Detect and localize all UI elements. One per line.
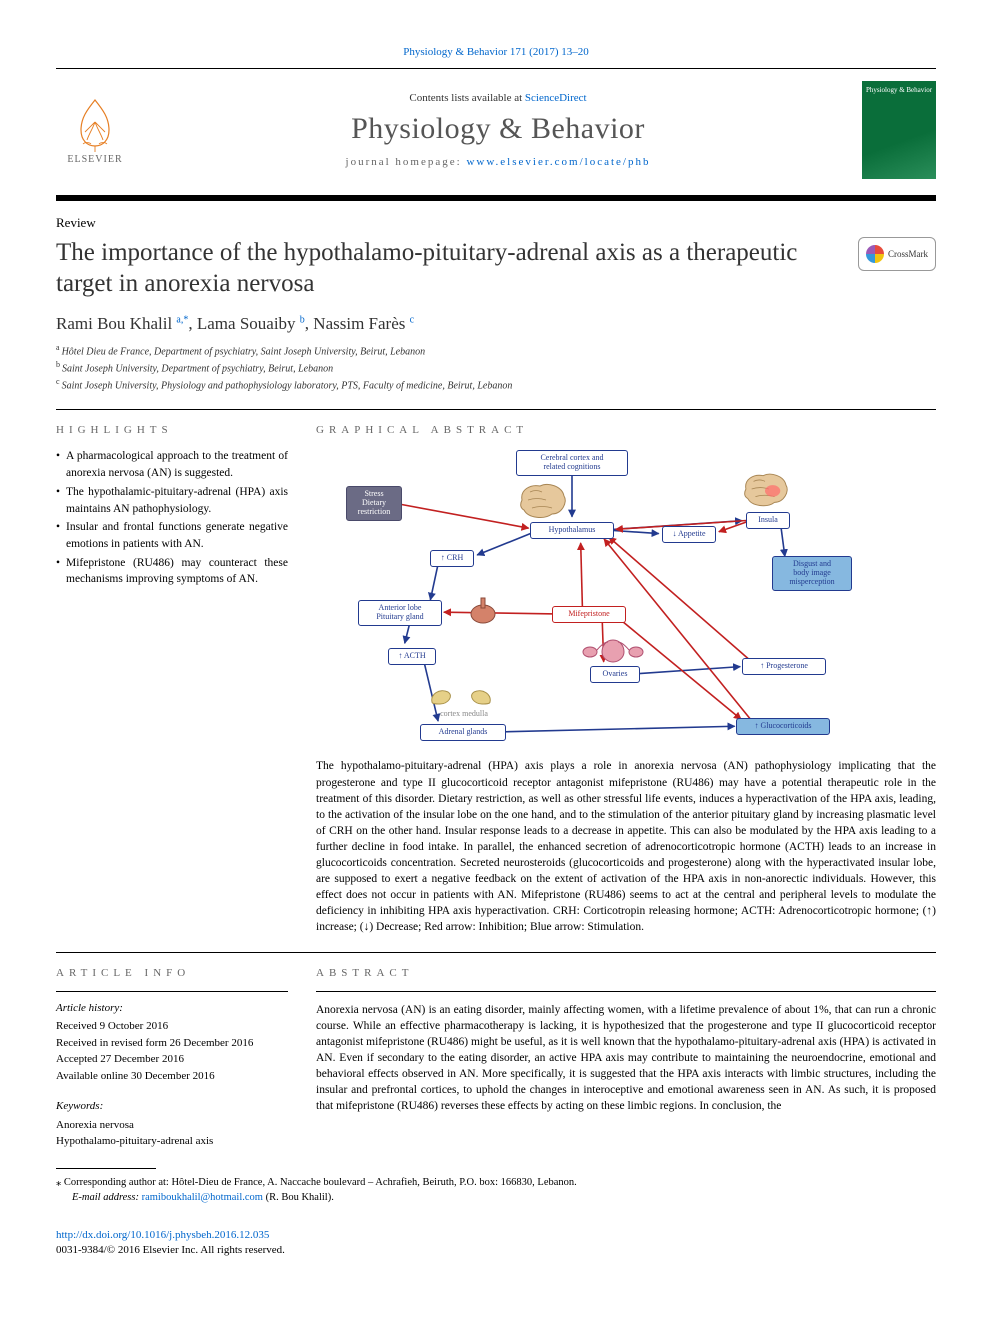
- affiliation: b Saint Joseph University, Department of…: [56, 359, 936, 376]
- pituitary-icon: [466, 596, 500, 624]
- diagram-node-cortex: Cerebral cortex and related cognitions: [516, 450, 628, 476]
- article-info-heading: ARTICLE INFO: [56, 967, 288, 979]
- highlight-item: A pharmacological approach to the treatm…: [56, 448, 288, 481]
- homepage-prefix: journal homepage:: [346, 156, 467, 168]
- diagram-arrow: [581, 543, 583, 607]
- diagram-node-mife: Mifepristone: [552, 606, 626, 623]
- footnotes: ⁎ Corresponding author at: Hôtel-Dieu de…: [56, 1175, 936, 1207]
- adrenal-icon: [426, 684, 496, 708]
- diagram-node-insula: Insula: [746, 512, 790, 529]
- sciencedirect-link[interactable]: ScienceDirect: [525, 92, 587, 104]
- masthead-rule: [56, 195, 936, 201]
- authors-line: Rami Bou Khalil a,*, Lama Souaiby b, Nas…: [56, 314, 936, 334]
- section-rule-2: [56, 952, 936, 953]
- diagram-node-appetite: ↓ Appetite: [662, 526, 716, 543]
- diagram-node-progest: ↑ Progesterone: [742, 658, 826, 675]
- history-line: Accepted 27 December 2016: [56, 1051, 288, 1068]
- contents-prefix: Contents lists available at: [409, 92, 524, 104]
- affiliation: a Hôtel Dieu de France, Department of ps…: [56, 342, 936, 359]
- abstract-rule: [316, 991, 936, 992]
- copyright-line: 0031-9384/© 2016 Elsevier Inc. All right…: [56, 1244, 285, 1256]
- publisher-logo: ELSEVIER: [56, 86, 134, 174]
- diagram-node-stress: Stress Dietary restriction: [346, 486, 402, 520]
- article-history-label: Article history:: [56, 1000, 288, 1017]
- graphical-abstract-figure: Stress Dietary restriction Cerebral corte…: [316, 448, 936, 748]
- diagram-arrow: [399, 505, 529, 529]
- diagram-node-crh: ↑ CRH: [430, 550, 474, 567]
- graphical-abstract-caption: The hypothalamo-pituitary-adrenal (HPA) …: [316, 758, 936, 935]
- footnote-rule: [56, 1168, 156, 1169]
- journal-name: Physiology & Behavior: [134, 112, 862, 146]
- masthead: ELSEVIER Contents lists available at Sci…: [56, 68, 936, 187]
- email-attribution: (R. Bou Khalil).: [266, 1192, 334, 1203]
- journal-reference: Physiology & Behavior 171 (2017) 13–20: [56, 46, 936, 58]
- diagram-node-acth: ↑ ACTH: [388, 648, 436, 665]
- diagram-arrow: [430, 564, 438, 601]
- author: Rami Bou Khalil a,*: [56, 314, 188, 333]
- publisher-name: ELSEVIER: [67, 154, 122, 165]
- doi-link[interactable]: http://dx.doi.org/10.1016/j.physbeh.2016…: [56, 1229, 269, 1241]
- email-label: E-mail address:: [72, 1192, 139, 1203]
- article-type: Review: [56, 215, 936, 231]
- diagram-arrow: [781, 526, 785, 557]
- article-info-block: Article history: Received 9 October 2016…: [56, 1000, 288, 1150]
- diagram-arrow: [405, 623, 410, 644]
- history-line: Received in revised form 26 December 201…: [56, 1035, 288, 1052]
- diagram-node-cortex_medulla: cortex medulla: [424, 706, 504, 723]
- highlight-item: Insular and frontal functions generate n…: [56, 519, 288, 552]
- keyword: Hypothalamo-pituitary-adrenal axis: [56, 1133, 288, 1150]
- diagram-arrow: [610, 531, 659, 534]
- keyword: Anorexia nervosa: [56, 1117, 288, 1134]
- diagram-node-pituitary: Anterior lobe Pituitary gland: [358, 600, 442, 626]
- history-line: Received 9 October 2016: [56, 1018, 288, 1035]
- graphical-abstract-heading: GRAPHICAL ABSTRACT: [316, 424, 936, 436]
- abstract-heading: ABSTRACT: [316, 967, 936, 979]
- author: Nassim Farès c: [313, 314, 414, 333]
- history-line: Available online 30 December 2016: [56, 1068, 288, 1085]
- abstract-text: Anorexia nervosa (AN) is an eating disor…: [316, 1002, 936, 1115]
- corresponding-author: ⁎ Corresponding author at: Hôtel-Dieu de…: [56, 1175, 936, 1191]
- elsevier-tree-icon: [67, 96, 123, 152]
- crossmark-icon: [866, 245, 884, 263]
- diagram-node-ovaries: Ovaries: [590, 666, 640, 683]
- diagram-arrow: [604, 539, 752, 721]
- homepage-link[interactable]: www.elsevier.com/locate/phb: [466, 156, 650, 168]
- homepage-line: journal homepage: www.elsevier.com/locat…: [134, 156, 862, 168]
- brain_insula-icon: [736, 468, 794, 510]
- article-info-rule: [56, 991, 288, 992]
- keywords-label: Keywords:: [56, 1098, 288, 1115]
- ovaries-icon: [578, 636, 648, 666]
- highlight-item: The hypothalamic-pituitary-adrenal (HPA)…: [56, 484, 288, 517]
- crossmark-label: CrossMark: [888, 249, 928, 259]
- diagram-node-adrenal: Adrenal glands: [420, 724, 506, 741]
- corresponding-email-link[interactable]: ramiboukhalil@hotmail.com: [142, 1192, 263, 1203]
- diagram-arrow: [477, 532, 535, 555]
- highlight-item: Mifepristone (RU486) may counteract thes…: [56, 555, 288, 588]
- diagram-arrow: [502, 727, 735, 733]
- affiliations: a Hôtel Dieu de France, Department of ps…: [56, 342, 936, 394]
- section-rule-1: [56, 409, 936, 410]
- diagram-node-gluco: ↑ Glucocorticoids: [736, 718, 830, 735]
- diagram-arrow: [637, 667, 740, 674]
- contents-line: Contents lists available at ScienceDirec…: [134, 92, 862, 104]
- diagram-node-hypo: Hypothalamus: [530, 522, 614, 539]
- diagram-node-disgust: Disgust and body image misperception: [772, 556, 852, 590]
- affiliation: c Saint Joseph University, Physiology an…: [56, 376, 936, 393]
- cover-title: Physiology & Behavior: [866, 87, 932, 95]
- author: Lama Souaiby b: [197, 314, 305, 333]
- diagram-arrows-layer: [316, 448, 936, 748]
- doi-block: http://dx.doi.org/10.1016/j.physbeh.2016…: [56, 1228, 936, 1259]
- highlights-heading: HIGHLIGHTS: [56, 424, 288, 436]
- crossmark-badge[interactable]: CrossMark: [858, 237, 936, 271]
- article-title: The importance of the hypothalamo-pituit…: [56, 237, 858, 300]
- brain-icon: [512, 478, 572, 522]
- journal-cover-thumbnail: Physiology & Behavior: [862, 81, 936, 179]
- highlights-list: A pharmacological approach to the treatm…: [56, 448, 288, 587]
